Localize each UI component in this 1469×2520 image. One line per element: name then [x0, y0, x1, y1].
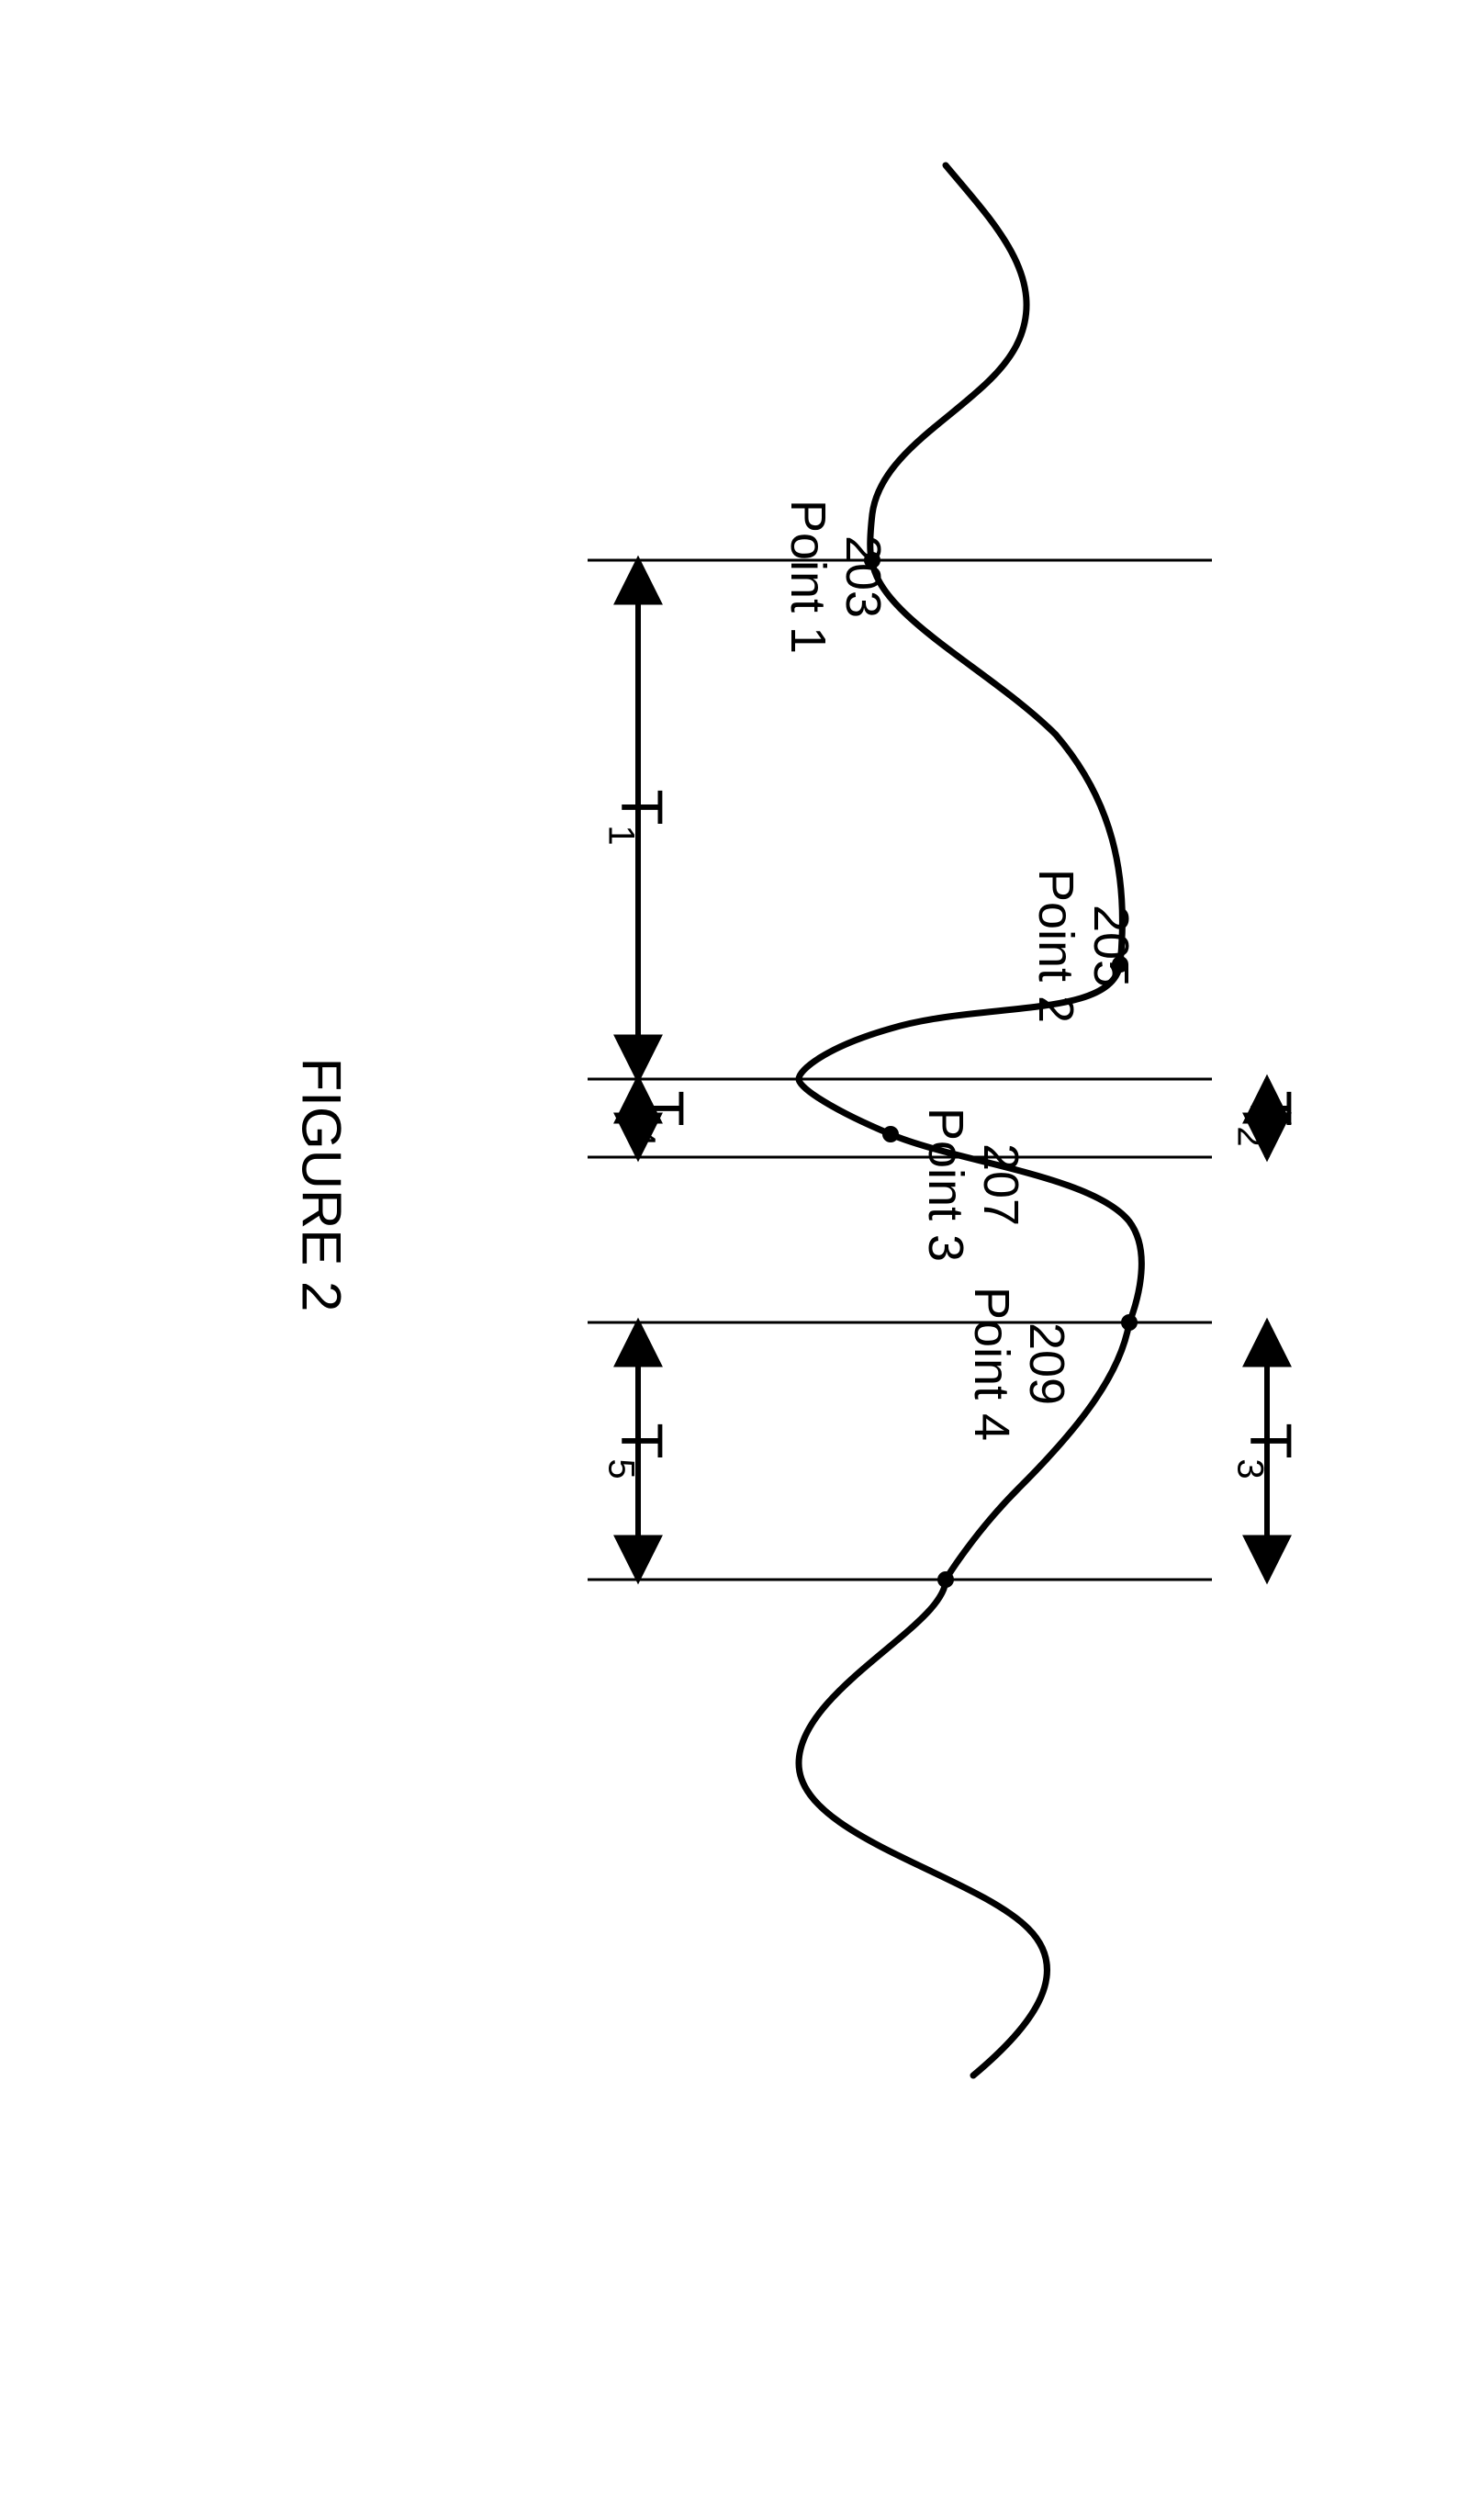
point-4-ref: 209	[1018, 1322, 1075, 1405]
interval-T4: T4	[622, 1090, 698, 1146]
figure-2-svg	[0, 0, 1469, 2520]
point-3-ref: 207	[972, 1143, 1029, 1226]
interval-T5: T5	[600, 1423, 677, 1479]
point-2-label: Point 2	[1027, 869, 1084, 1023]
interval-T1: T1	[600, 789, 677, 845]
point-1-ref: 203	[835, 535, 891, 618]
point-4-label: Point 4	[963, 1287, 1020, 1441]
interval-T2: T2	[1229, 1090, 1306, 1146]
interval-T3: T3	[1229, 1423, 1306, 1479]
figure-2-canvas: FIGURE 2 Point 1 203 Point 2 205 Point 3…	[0, 0, 1469, 2520]
point-3-label: Point 3	[917, 1108, 974, 1262]
point-1-label: Point 1	[779, 500, 836, 654]
figure-title: FIGURE 2	[290, 1058, 353, 1312]
point-2-ref: 205	[1082, 905, 1139, 987]
